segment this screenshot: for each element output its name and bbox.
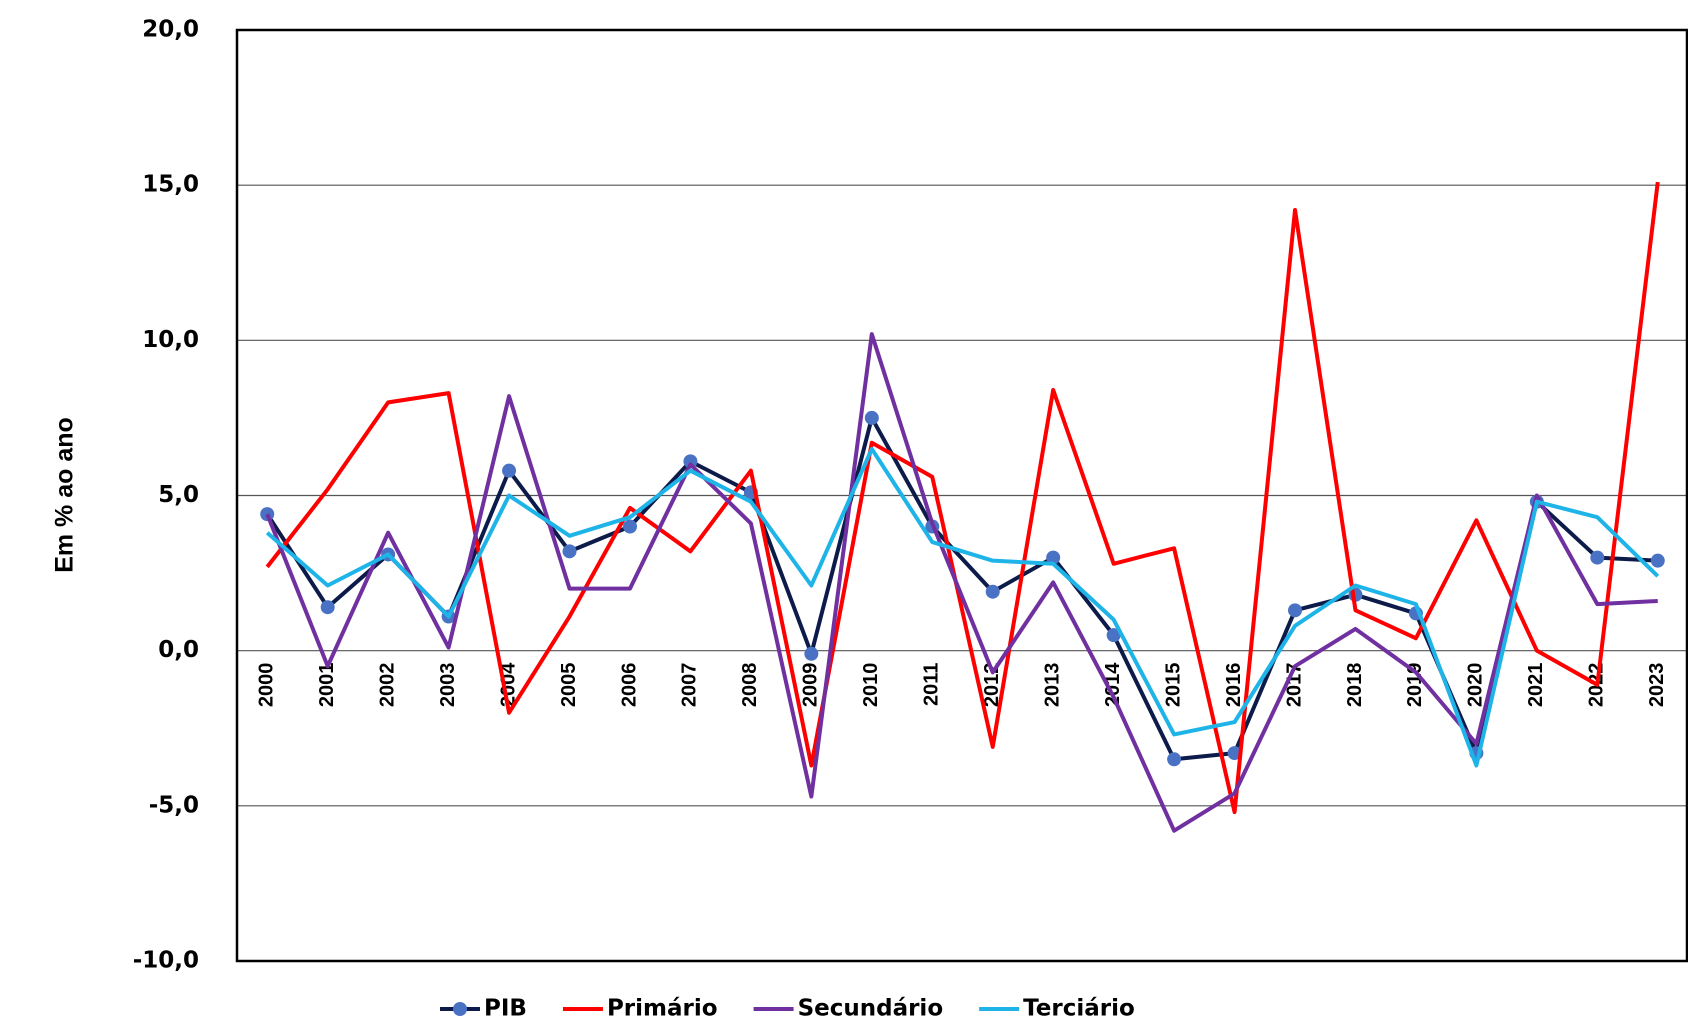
x-tick-label: 2002 (376, 663, 398, 708)
x-tick-label: 2019 (1404, 663, 1426, 708)
x-tick-label: 2003 (437, 663, 459, 708)
point-marker (562, 544, 577, 559)
x-tick-label: 2013 (1041, 663, 1063, 708)
y-tick-label: -10,0 (133, 948, 199, 974)
legend-label: Primário (607, 996, 718, 1022)
y-axis-title: Em % ao ano (51, 417, 79, 573)
x-tick-label: 2016 (1223, 663, 1245, 708)
point-marker (1227, 746, 1242, 761)
x-tick-label: 2011 (921, 663, 943, 706)
legend-label: Secundário (798, 996, 944, 1022)
series-line (265, 332, 1658, 833)
point-marker (985, 584, 1000, 599)
x-tick-label: 2017 (1283, 663, 1305, 708)
x-tick-label: 2008 (739, 663, 761, 708)
x-tick-label: 2014 (1102, 662, 1124, 707)
point-marker (502, 463, 517, 478)
x-tick-label: 2021 (1525, 663, 1547, 708)
series-line (265, 446, 1660, 768)
point-marker (320, 600, 335, 615)
x-tick-label: 2006 (618, 663, 640, 708)
x-tick-label: 2009 (800, 663, 822, 708)
point-marker (1106, 628, 1121, 643)
x-tick-label: 2020 (1465, 663, 1487, 708)
x-tick-label: 2018 (1344, 663, 1366, 708)
y-tick-label: -5,0 (149, 792, 199, 818)
point-marker (1650, 553, 1665, 568)
y-tick-label: 15,0 (142, 172, 199, 198)
x-tick-label: 2001 (316, 663, 338, 708)
y-tick-label: 5,0 (158, 482, 199, 508)
point-marker (1046, 550, 1061, 565)
plot-border (235, 28, 1688, 963)
x-tick-label: 2000 (256, 663, 278, 708)
series-line (265, 181, 1660, 815)
legend-label: PIB (484, 996, 527, 1022)
point-marker (683, 454, 698, 469)
x-tick-label: 2015 (1162, 663, 1184, 708)
point-marker (622, 519, 637, 534)
legend-label: Terciário (1023, 996, 1135, 1022)
y-tick-label: 0,0 (158, 637, 199, 663)
y-tick-label: 20,0 (142, 17, 199, 43)
y-tick-label: 10,0 (142, 327, 199, 353)
point-marker (1288, 603, 1303, 618)
point-marker (1167, 752, 1182, 767)
point-marker (804, 646, 819, 661)
x-tick-label: 2005 (558, 663, 580, 708)
legend-marker (453, 1002, 467, 1016)
point-marker (1590, 550, 1605, 565)
x-tick-label: 2023 (1646, 663, 1668, 708)
x-tick-label: 2007 (679, 663, 701, 708)
x-tick-label: 2012 (981, 663, 1003, 708)
x-tick-label: 2010 (860, 663, 882, 708)
point-marker (864, 410, 879, 425)
